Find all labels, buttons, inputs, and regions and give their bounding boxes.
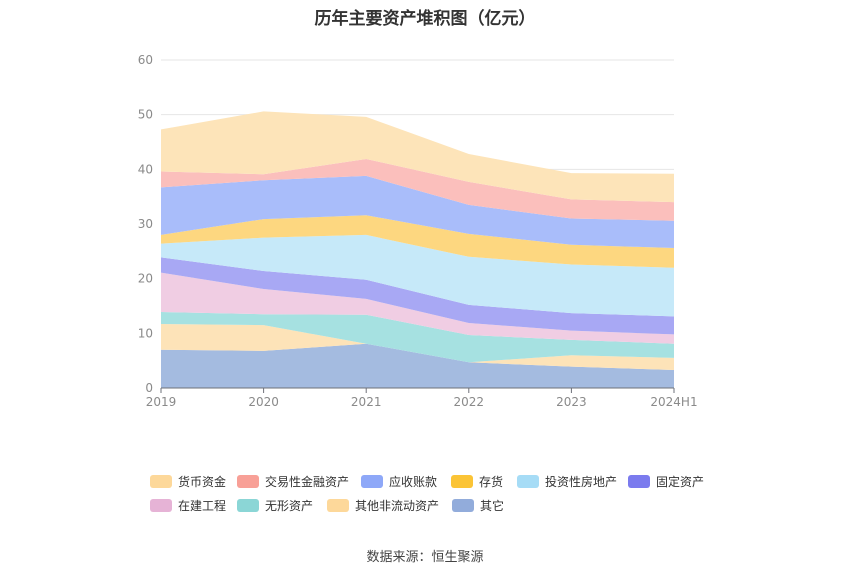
x-tick-label: 2021	[351, 395, 382, 409]
area-series	[161, 175, 674, 249]
legend-label: 其它	[480, 498, 504, 513]
data-source-note: 数据来源：恒生聚源	[366, 550, 484, 565]
legend-label: 固定资产	[656, 474, 704, 489]
legend-item: 无形资产	[237, 499, 313, 513]
legend-item: 货币资金	[150, 474, 226, 489]
legend-swatch	[451, 475, 473, 488]
legend-swatch	[237, 475, 259, 488]
y-tick-label: 60	[138, 53, 153, 67]
x-tick-label: 2023	[556, 395, 587, 409]
legend-item: 存货	[451, 474, 503, 489]
legend-swatch	[150, 499, 172, 512]
legend-label: 其他非流动资产	[355, 499, 439, 513]
legend-swatch	[327, 499, 349, 512]
x-tick-label: 2019	[146, 395, 177, 409]
x-tick-label: 2024H1	[650, 395, 697, 409]
y-tick-label: 40	[138, 162, 153, 176]
legend-label: 投资性房地产	[545, 474, 617, 489]
legend-label: 货币资金	[178, 474, 226, 489]
area-series	[161, 324, 674, 370]
legend-item: 其它	[452, 498, 504, 513]
x-tick-label: 2020	[248, 395, 279, 409]
y-tick-label: 50	[138, 108, 153, 122]
area-series	[161, 272, 674, 344]
legend-item: 投资性房地产	[517, 474, 617, 489]
legend-label: 应收账款	[389, 474, 437, 489]
legend-item: 固定资产	[628, 474, 704, 489]
legend-item: 其他非流动资产	[327, 499, 439, 513]
area-series	[161, 257, 674, 335]
legend-label: 交易性金融资产	[265, 474, 349, 489]
legend-item: 在建工程	[150, 498, 226, 513]
x-tick-label: 2022	[454, 395, 485, 409]
area-series	[161, 111, 674, 203]
legend-swatch	[150, 475, 172, 488]
area-series	[161, 343, 674, 388]
area-series	[161, 312, 674, 363]
legend-swatch	[517, 475, 539, 488]
legend-swatch	[452, 499, 474, 512]
legend-label: 存货	[479, 474, 503, 489]
legend-swatch	[628, 475, 650, 488]
area-series	[161, 158, 674, 221]
y-tick-label: 20	[138, 272, 153, 286]
legend-swatch	[237, 499, 259, 512]
legend-item: 交易性金融资产	[237, 474, 349, 489]
chart-title: 历年主要资产堆积图（亿元）	[314, 9, 536, 29]
y-tick-label: 10	[138, 326, 153, 340]
y-tick-label: 30	[138, 217, 153, 231]
legend-item: 应收账款	[361, 474, 437, 489]
legend-label: 在建工程	[178, 498, 226, 513]
area-series	[161, 215, 674, 268]
axis-layer: 0 10 20 30 40 50 60 2019 2020 2021 2022 2023 2024H1	[138, 53, 698, 409]
legend-label: 无形资产	[265, 499, 313, 513]
legend-swatch	[361, 475, 383, 488]
area-layer	[161, 111, 674, 388]
y-tick-label: 0	[145, 381, 153, 395]
area-series	[161, 234, 674, 317]
